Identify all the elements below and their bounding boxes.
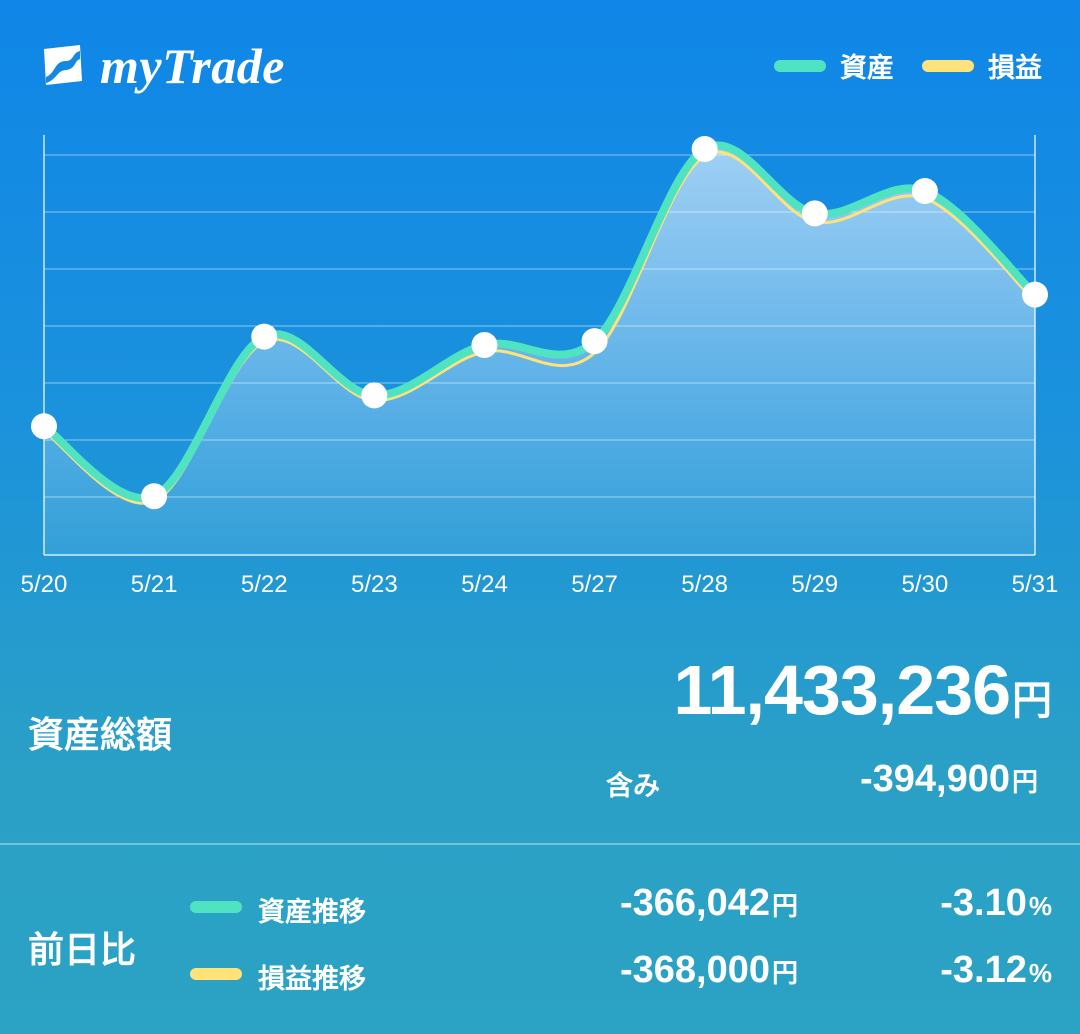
- row-label-asset: 資産推移: [258, 897, 366, 927]
- legend-item-pnl[interactable]: 損益: [922, 46, 1042, 85]
- unrealized-label: 含み: [606, 771, 660, 801]
- legend-label-pnl: 損益: [988, 53, 1042, 83]
- row-percent-unit-asset: %: [1028, 891, 1052, 921]
- legend-item-asset[interactable]: 資産: [774, 46, 894, 85]
- row-percent-asset: -3.10 %: [940, 882, 1052, 925]
- app-logo-icon: [44, 45, 82, 85]
- row-amount-unit-asset: 円: [771, 891, 798, 921]
- unrealized: -394,900 円: [860, 758, 1038, 801]
- x-tick-label: 5/30: [902, 571, 949, 598]
- row-percent-value-pnl: -3.12: [940, 949, 1027, 991]
- data-point-5-29: [801, 200, 828, 227]
- x-tick-label: 5/29: [791, 571, 838, 598]
- row-percent-pnl: -3.12 %: [940, 949, 1052, 992]
- row-amount-value-pnl: -368,000: [619, 949, 770, 991]
- total-assets-unit: 円: [1012, 679, 1052, 723]
- total-assets-value: 11,433,236: [673, 651, 1011, 729]
- x-tick-label: 5/20: [21, 571, 68, 598]
- x-tick-label: 5/22: [241, 571, 288, 598]
- day-comparison-section: 前日比 資産推移 -366,042 円 -3.10 % 損益推移 -368,00…: [0, 845, 1080, 1034]
- unrealized-value: -394,900: [859, 758, 1010, 800]
- row-label-pnl: 損益推移: [258, 964, 366, 994]
- row-swatch-asset: [190, 901, 242, 913]
- legend-swatch-pnl: [922, 59, 974, 72]
- chart-legend: 資産 損益: [746, 46, 1042, 85]
- day-comparison-label: 前日比: [28, 929, 137, 970]
- data-point-5-28: [691, 136, 718, 162]
- total-assets: 11,433,236 円: [674, 650, 1052, 730]
- x-tick-label: 5/21: [131, 571, 178, 598]
- legend-swatch-asset: [774, 59, 826, 72]
- legend-label-asset: 資産: [840, 53, 894, 83]
- x-tick-label: 5/28: [681, 571, 728, 598]
- data-point-5-22: [251, 323, 278, 350]
- x-tick-label: 5/23: [351, 571, 398, 598]
- row-percent-unit-pnl: %: [1028, 958, 1052, 988]
- asset-chart: 5/20 5/21 5/22 5/23 5/24 5/27 5/28 5/29 5/30 5/31: [0, 120, 1080, 610]
- series-line-asset: [40, 141, 1039, 503]
- data-point-5-20: [31, 413, 57, 440]
- comparison-row-pnl: 損益推移 -368,000 円 -3.12 %: [0, 949, 1080, 999]
- data-point-5-30: [911, 178, 938, 204]
- data-point-5-24: [471, 332, 498, 358]
- total-assets-label: 資産総額: [28, 714, 173, 755]
- comparison-row-asset: 資産推移 -366,042 円 -3.10 %: [0, 882, 1080, 932]
- unrealized-unit: 円: [1011, 767, 1038, 797]
- x-tick-label: 5/24: [461, 571, 508, 598]
- data-point-5-23: [361, 382, 388, 409]
- data-point-5-27: [581, 328, 608, 355]
- app-logo: myTrade: [40, 36, 285, 96]
- data-point-5-21: [141, 483, 168, 510]
- row-swatch-pnl: [190, 968, 242, 980]
- row-amount-asset: -366,042 円: [620, 882, 798, 925]
- app-name: myTrade: [100, 38, 285, 94]
- asset-area: [44, 145, 1035, 555]
- x-tick-label: 5/27: [571, 571, 618, 598]
- row-amount-unit-pnl: 円: [771, 958, 798, 988]
- data-point-5-31: [1022, 281, 1048, 308]
- summary-section: 資産総額 11,433,236 円 含み -394,900 円: [0, 640, 1080, 840]
- row-amount-value-asset: -366,042: [619, 882, 770, 924]
- chart-svg: 5/20 5/21 5/22 5/23 5/24 5/27 5/28 5/29 5/30 5/31: [21, 135, 1059, 598]
- row-amount-pnl: -368,000 円: [620, 949, 798, 992]
- header: myTrade 資産 損益: [0, 0, 1080, 130]
- row-percent-value-asset: -3.10: [940, 882, 1027, 924]
- x-tick-label: 5/31: [1012, 571, 1059, 598]
- divider: [0, 843, 1080, 845]
